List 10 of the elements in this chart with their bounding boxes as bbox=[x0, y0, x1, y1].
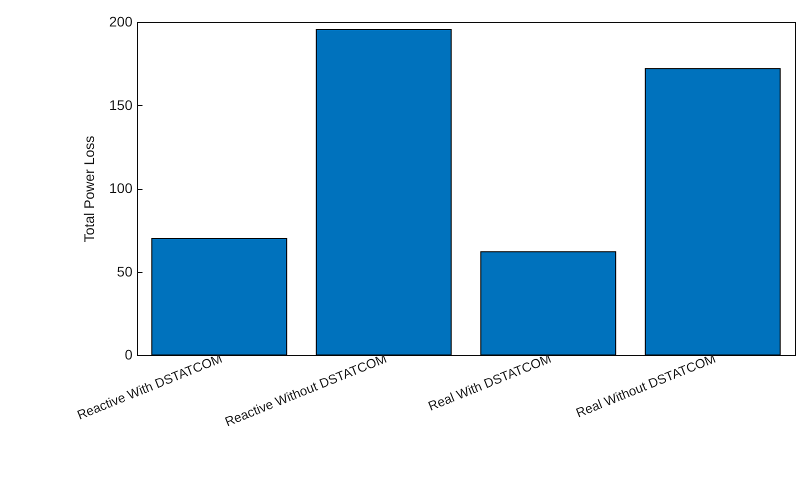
y-tick-label: 0 bbox=[124, 346, 133, 362]
bar bbox=[480, 251, 616, 356]
y-axis-title: Total Power Loss bbox=[81, 136, 98, 242]
y-tick-label: 50 bbox=[116, 263, 133, 280]
bar bbox=[644, 68, 781, 356]
y-tick-label: 150 bbox=[109, 96, 133, 113]
y-tick-label: 200 bbox=[109, 14, 133, 30]
bar bbox=[151, 238, 288, 356]
bar bbox=[316, 28, 452, 356]
y-tick-label: 100 bbox=[109, 180, 133, 196]
